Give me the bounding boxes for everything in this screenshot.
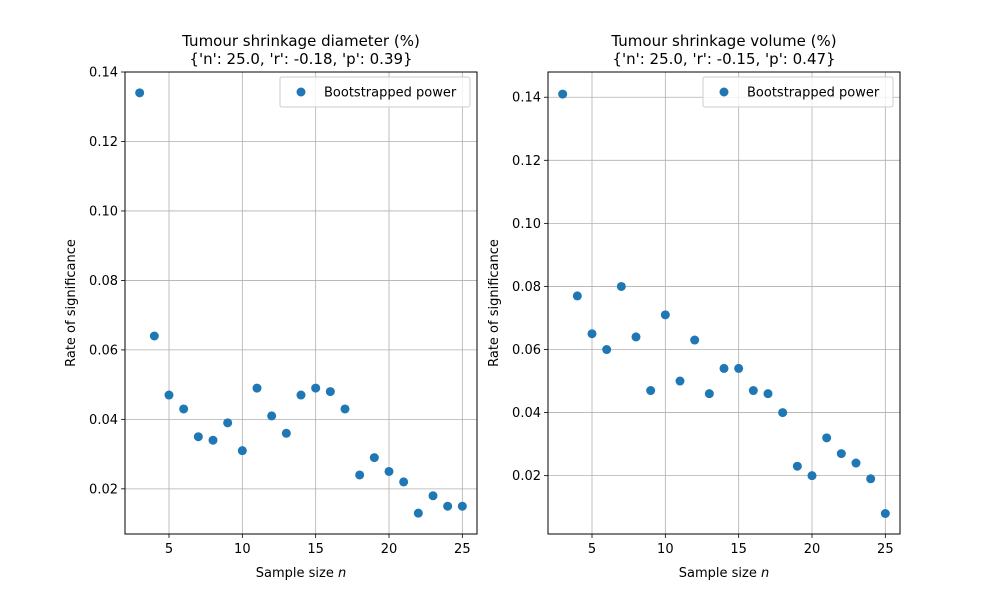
data-point [748, 386, 758, 396]
data-point [719, 363, 729, 373]
chart-left: Tumour shrinkage diameter (%) {'n': 25.0… [64, 32, 478, 581]
legend-box [702, 76, 894, 108]
legend: Bootstrapped power [279, 76, 471, 108]
legend-label: Bootstrapped power [324, 86, 457, 101]
data-point [223, 418, 233, 428]
x-axis-label-text: Sample size [256, 566, 338, 581]
chart-right: Tumour shrinkage volume (%) {'n': 25.0, … [487, 32, 901, 581]
data-point [457, 501, 467, 511]
x-axis-label: Sample size n [679, 566, 769, 581]
x-tick-label: 10 [657, 542, 674, 557]
x-tick-label: 25 [877, 542, 894, 557]
data-point [558, 89, 568, 99]
data-point [792, 461, 802, 471]
data-point [164, 390, 174, 400]
data-point [384, 466, 394, 476]
data-point [851, 458, 861, 468]
data-point [572, 291, 582, 301]
legend-marker [296, 87, 306, 97]
x-tick-label: 20 [804, 542, 821, 557]
data-point [763, 389, 773, 399]
y-tick-label: 0.04 [89, 413, 118, 428]
data-point [631, 332, 641, 342]
axes-frame [547, 71, 901, 535]
data-point [866, 474, 876, 484]
data-point [675, 376, 685, 386]
chart-title: Tumour shrinkage volume (%) [610, 32, 836, 50]
data-point [281, 428, 291, 438]
y-tick-label: 0.12 [89, 135, 118, 150]
data-point [807, 471, 817, 481]
data-point [428, 491, 438, 501]
data-point [587, 329, 597, 339]
data-point [369, 453, 379, 463]
y-tick-label: 0.06 [512, 343, 541, 358]
y-tick-label: 0.10 [89, 204, 118, 219]
data-point [734, 363, 744, 373]
data-point [399, 477, 409, 487]
data-point [443, 501, 453, 511]
y-tick-label: 0.08 [512, 280, 541, 295]
y-axis-label: Rate of significance [487, 239, 502, 367]
x-tick-label: 10 [234, 542, 251, 557]
y-tick-label: 0.10 [512, 217, 541, 232]
data-point [193, 432, 203, 442]
data-point [602, 345, 612, 355]
x-tick-label: 5 [588, 542, 596, 557]
legend-marker [719, 87, 729, 97]
x-tick-label: 15 [730, 542, 747, 557]
data-point [822, 433, 832, 443]
x-axis-label: Sample size n [256, 566, 346, 581]
x-tick-label: 15 [307, 542, 324, 557]
y-tick-label: 0.08 [89, 274, 118, 289]
data-point [690, 335, 700, 345]
data-point [237, 446, 247, 456]
data-point [149, 331, 159, 341]
y-tick-label: 0.14 [512, 91, 541, 106]
y-tick-label: 0.06 [89, 343, 118, 358]
x-tick-label: 20 [381, 542, 398, 557]
data-point [296, 390, 306, 400]
x-axis-label-variable: n [761, 566, 769, 581]
data-point [252, 383, 262, 393]
legend-box [279, 76, 471, 108]
y-axis-label: Rate of significance [64, 239, 79, 367]
data-point [413, 508, 423, 518]
y-tick-label: 0.02 [89, 482, 118, 497]
x-tick-label: 25 [454, 542, 471, 557]
y-tick-label: 0.14 [89, 66, 118, 81]
data-point [325, 387, 335, 397]
data-point [340, 404, 350, 414]
legend: Bootstrapped power [702, 76, 894, 108]
data-point [646, 386, 656, 396]
data-point [135, 88, 145, 98]
data-point [704, 389, 714, 399]
x-axis-label-text: Sample size [679, 566, 761, 581]
axes-frame [124, 71, 478, 535]
chart-subtitle: {'n': 25.0, 'r': -0.18, 'p': 0.39} [189, 50, 412, 68]
chart-title: Tumour shrinkage diameter (%) [181, 32, 420, 50]
data-point [836, 449, 846, 459]
x-axis-label-variable: n [338, 566, 346, 581]
y-tick-label: 0.02 [512, 469, 541, 484]
data-point [660, 310, 670, 320]
x-tick-label: 5 [165, 542, 173, 557]
y-tick-label: 0.04 [512, 406, 541, 421]
y-tick-label: 0.12 [512, 154, 541, 169]
legend-label: Bootstrapped power [747, 86, 880, 101]
data-point [311, 383, 321, 393]
data-point [208, 435, 218, 445]
data-point [355, 470, 365, 480]
data-point [880, 509, 890, 519]
data-point [267, 411, 277, 421]
data-point [616, 281, 626, 291]
chart-subtitle: {'n': 25.0, 'r': -0.15, 'p': 0.47} [612, 50, 835, 68]
data-point [778, 408, 788, 418]
data-point [179, 404, 189, 414]
